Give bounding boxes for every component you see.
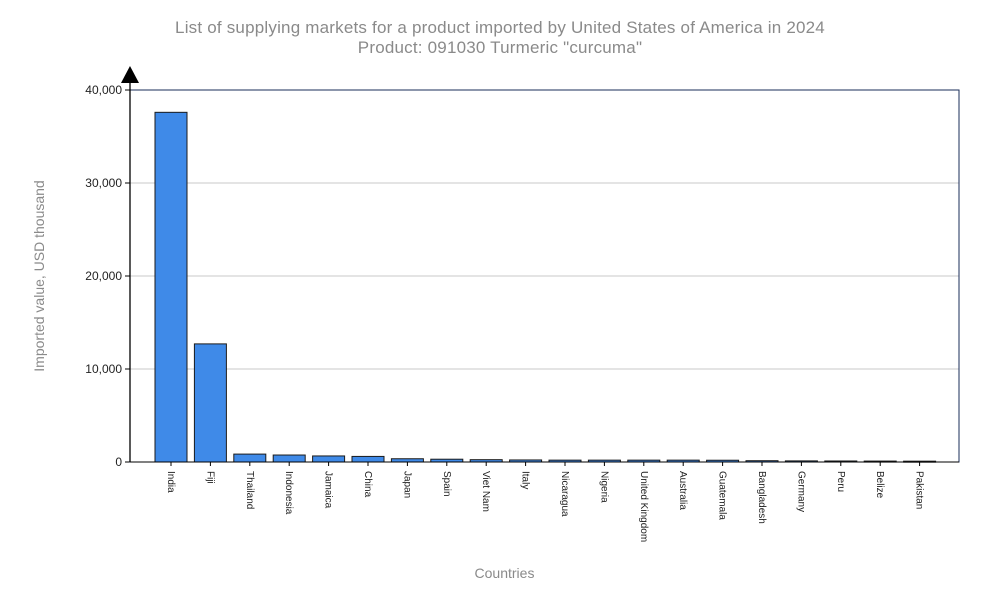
bar: [312, 455, 346, 463]
x-tick-label: United Kingdom: [638, 471, 649, 542]
y-axis-title: Imported value, USD thousand: [31, 180, 47, 371]
y-tick-label: 0: [115, 455, 122, 469]
x-tick-label: Indonesia: [283, 471, 294, 515]
y-tick-label: 10,000: [85, 362, 122, 376]
x-tick-label: Pakistan: [914, 471, 925, 509]
x-tick-label: Germany: [795, 471, 806, 512]
bar: [272, 454, 306, 463]
y-tick-label: 20,000: [85, 269, 122, 283]
x-tick-label: Bangladesh: [756, 471, 767, 524]
x-tick-label: Thailand: [244, 471, 255, 509]
x-tick-label: Peru: [835, 471, 846, 492]
x-tick-label: Guatemala: [717, 471, 728, 520]
x-tick-label: Fiji: [204, 471, 215, 484]
x-tick-label: India: [165, 471, 176, 493]
x-tick-label: Nigeria: [598, 471, 609, 503]
bar-layer: [154, 111, 937, 463]
x-tick-label: Australia: [677, 471, 688, 510]
x-tick-label: Jamaica: [323, 471, 334, 509]
y-tick-label: 40,000: [85, 83, 122, 97]
x-tick-label: Viet Nam: [480, 471, 491, 512]
chart-title-block: List of supplying markets for a product …: [0, 18, 1000, 58]
label-layer: 0 10,000 20,000 30,000 40,000 India Fiji Thaila…: [31, 83, 925, 581]
y-axis-arrow: [121, 66, 139, 83]
x-tick-label: China: [362, 471, 373, 498]
x-tick-label: Italy: [520, 471, 531, 489]
bar: [351, 455, 385, 463]
bar: [193, 343, 227, 463]
grid-layer: [130, 182, 959, 370]
bar: [233, 453, 267, 463]
chart-title: List of supplying markets for a product …: [175, 18, 825, 37]
y-tick-label: 30,000: [85, 176, 122, 190]
x-axis-title: Countries: [475, 565, 535, 581]
axis-layer: [121, 66, 960, 466]
x-tick-label: Nicaragua: [559, 471, 570, 517]
bar: [154, 111, 188, 463]
x-tick-label: Japan: [401, 471, 412, 498]
chart-subtitle: Product: 091030 Turmeric "curcuma": [357, 38, 643, 57]
x-tick-label: Belize: [874, 471, 885, 499]
x-tick-label: Spain: [441, 471, 452, 497]
